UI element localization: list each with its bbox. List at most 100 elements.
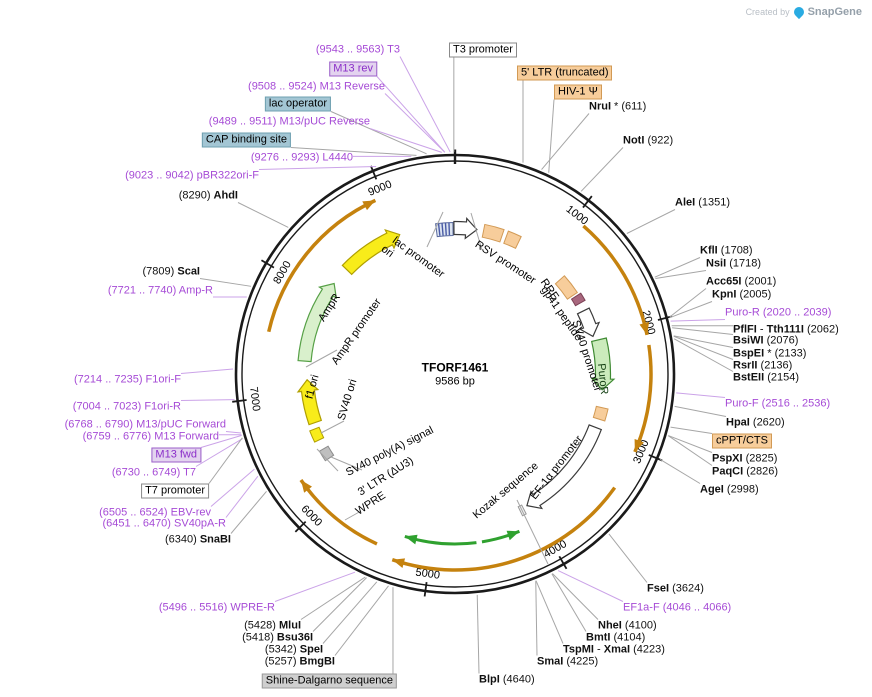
rsrii-site-part: RsrII xyxy=(733,359,758,372)
bsiwi-site[interactable]: BsiWI (2076) xyxy=(733,335,798,348)
t7-primer-label[interactable]: (6730 .. 6749) T7 xyxy=(111,466,196,479)
m13-reverse-label[interactable]: (9508 .. 9524) M13 Reverse xyxy=(248,80,385,93)
bspei-site-leader xyxy=(673,335,734,348)
cap-binding-site-box[interactable]: CAP binding site xyxy=(201,132,291,148)
sv40-ori-block[interactable] xyxy=(309,426,325,443)
ahdi-site-part: (8290) xyxy=(178,189,214,202)
ori[interactable] xyxy=(341,228,401,276)
paqci-site[interactable]: PaqCI (2826) xyxy=(712,466,778,479)
bsteii-site[interactable]: BstEII (2154) xyxy=(733,372,799,385)
m13-fwd-box[interactable]: M13 fwd xyxy=(151,447,201,463)
wpre-r-label[interactable]: (5496 .. 5516) WPRE-R xyxy=(158,601,275,614)
bmgbi-site[interactable]: (5257) BmgBI xyxy=(265,656,335,669)
t3-promoter-box[interactable]: T3 promoter xyxy=(449,42,517,58)
inner-leader-5 xyxy=(316,448,339,472)
orange-arc-2-head xyxy=(634,439,644,452)
hpai-site[interactable]: HpaI (2620) xyxy=(726,417,785,430)
bmti-site[interactable]: BmtI (4104) xyxy=(586,632,645,645)
pspxi-site[interactable]: PspXI (2825) xyxy=(712,453,777,466)
pbr322ori-f-label[interactable]: (9023 .. 9042) pBR322ori-F xyxy=(125,169,259,182)
scai-site[interactable]: (7809) ScaI xyxy=(143,266,201,279)
alei-site[interactable]: AleI (1351) xyxy=(675,197,730,210)
orange-arc-3[interactable] xyxy=(391,486,617,572)
mlui-site-part: MluI xyxy=(279,619,301,632)
noti-site-part: (922) xyxy=(644,134,674,147)
m13-puc-forward-label[interactable]: (6768 .. 6790) M13/pUC Forward xyxy=(64,418,226,431)
bsiwi-site-part: (2076) xyxy=(763,334,799,347)
sv40pa-r-label[interactable]: (6451 .. 6470) SV40pA-R xyxy=(102,517,226,530)
three-ltr-block[interactable] xyxy=(318,445,335,462)
puror[interactable] xyxy=(590,337,616,391)
fsei-site[interactable]: FseI (3624) xyxy=(647,583,704,596)
rsv-promoter[interactable] xyxy=(453,217,478,240)
sv40-promoter[interactable] xyxy=(576,307,601,338)
mlui-site-leader xyxy=(300,576,366,620)
ahdi-site[interactable]: (8290) AhdI xyxy=(179,190,238,203)
ef1a-promoter[interactable] xyxy=(526,424,603,510)
gp41-peptide[interactable] xyxy=(570,292,586,307)
m13-rev-box[interactable]: M13 rev xyxy=(329,61,377,77)
rsrii-site[interactable]: RsrII (2136) xyxy=(733,360,792,373)
l4440-label[interactable]: (9276 .. 9293) L4440 xyxy=(250,151,353,164)
puro-r-label[interactable]: Puro-R (2020 .. 2039) xyxy=(725,306,832,319)
fsei-site-part: FseI xyxy=(647,582,670,595)
noti-site[interactable]: NotI (922) xyxy=(623,135,673,148)
orf-frame-a-head xyxy=(506,530,520,541)
kpni-site[interactable]: KpnI (2005) xyxy=(712,289,771,302)
five-ltr-box[interactable]: 5' LTR (truncated) xyxy=(517,65,613,81)
orange-arc-5[interactable] xyxy=(267,198,377,333)
pflfi-tth111i-site[interactable]: PflFI - Tth111I (2062) xyxy=(733,324,839,337)
rre[interactable] xyxy=(554,275,579,300)
mlui-site[interactable]: (5428) MluI xyxy=(244,620,301,633)
amp-r-label[interactable]: (7721 .. 7740) Amp-R xyxy=(107,284,213,297)
bspei-site[interactable]: BspEI * (2133) xyxy=(733,348,806,361)
bspei-site-part: BspEI xyxy=(733,347,765,360)
bsu36i-site[interactable]: (5418) Bsu36I xyxy=(242,632,313,645)
nsii-site[interactable]: NsiI (1718) xyxy=(706,258,761,271)
spei-site[interactable]: (5342) SpeI xyxy=(265,644,323,657)
nhei-site[interactable]: NheI (4100) xyxy=(598,620,657,633)
five-ltr[interactable] xyxy=(481,223,505,243)
hiv1-psi-box-leader xyxy=(548,99,555,173)
cppt-cts[interactable] xyxy=(592,405,609,422)
nhei-site-part: (4100) xyxy=(621,619,657,632)
tspmi-xmai-site[interactable]: TspMI - XmaI (4223) xyxy=(563,644,665,657)
orange-arc-1[interactable] xyxy=(582,224,649,336)
tspmi-xmai-site-leader xyxy=(535,580,564,644)
plasmid-name: TFORF1461 xyxy=(421,360,489,375)
f1-ori[interactable] xyxy=(296,378,323,426)
alei-site-leader xyxy=(626,209,676,234)
ebv-rev-label[interactable]: (6505 .. 6524) EBV-rev xyxy=(99,506,211,519)
lac-operator-box[interactable]: lac operator xyxy=(264,96,331,112)
t3-primer-label[interactable]: (9543 .. 9563) T3 xyxy=(315,43,400,56)
cppt-cts-box[interactable]: cPPT/CTS xyxy=(712,433,772,449)
m13-puc-reverse-label[interactable]: (9489 .. 9511) M13/pUC Reverse xyxy=(208,115,370,128)
agei-site-part: (2998) xyxy=(723,483,759,496)
nrui-site[interactable]: NruI * (611) xyxy=(589,101,646,114)
smai-site[interactable]: SmaI (4225) xyxy=(537,656,598,669)
snabi-site[interactable]: (6340) SnaBI xyxy=(165,534,231,547)
acc65i-site[interactable]: Acc65I (2001) xyxy=(706,276,776,289)
puro-f-label[interactable]: Puro-F (2516 .. 2536) xyxy=(725,397,831,410)
t7-promoter-box[interactable]: T7 promoter xyxy=(141,483,209,499)
m13-reverse-label-leader xyxy=(384,93,446,153)
blpi-site[interactable]: BlpI (4640) xyxy=(479,674,535,687)
shine-dalgarno-box[interactable]: Shine-Dalgarno sequence xyxy=(261,673,397,689)
agei-site[interactable]: AgeI (2998) xyxy=(700,484,759,497)
ampr[interactable] xyxy=(297,282,338,363)
kpni-site-leader xyxy=(669,301,713,319)
cap-binding-site-box-leader xyxy=(290,147,417,156)
f1ori-f-label[interactable]: (7214 .. 7235) F1ori-F xyxy=(74,373,181,386)
t7-promoter-box-leader xyxy=(208,437,243,484)
kfli-site[interactable]: KflI (1708) xyxy=(700,245,753,258)
hiv1-psi-box[interactable]: HIV-1 Ψ xyxy=(554,84,602,100)
orange-arc-2[interactable] xyxy=(633,344,653,453)
hiv1-psi[interactable] xyxy=(503,230,522,249)
f1ori-r-label[interactable]: (7004 .. 7023) F1ori-R xyxy=(72,400,181,413)
kfli-site-part: (1708) xyxy=(717,244,753,257)
m13-forward-label[interactable]: (6759 .. 6776) M13 Forward xyxy=(82,430,219,443)
ef1a-f-label[interactable]: EF1a-F (4046 .. 4066) xyxy=(623,601,732,614)
mcs-stripe-1 xyxy=(441,222,444,236)
mcs-stripe-0 xyxy=(437,223,441,236)
